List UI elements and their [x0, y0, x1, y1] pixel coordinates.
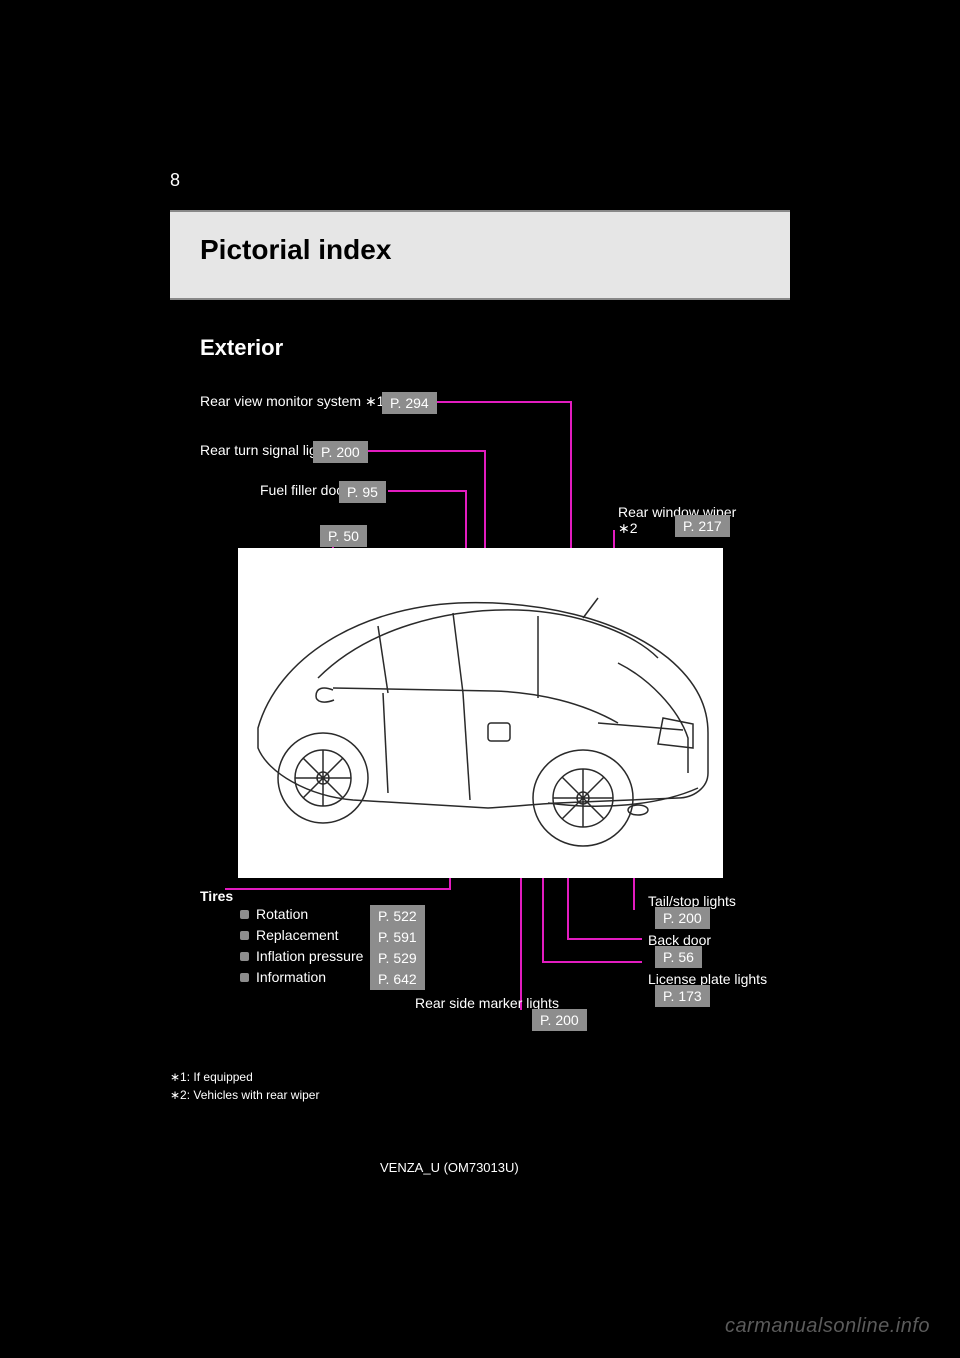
page-ref[interactable]: P. 173	[655, 985, 710, 1007]
manual-page: 8 Pictorial index Exterior	[0, 0, 960, 1358]
car-line-art-icon	[238, 548, 723, 878]
page-ref[interactable]: P. 200	[313, 441, 368, 463]
bullet-icon	[240, 973, 249, 982]
page-ref[interactable]: P. 217	[675, 515, 730, 537]
leader	[388, 490, 467, 492]
page-ref[interactable]: P. 294	[382, 392, 437, 414]
page-ref[interactable]: P. 642	[370, 968, 425, 990]
tires-item-label: Information	[256, 969, 326, 985]
leader	[225, 888, 451, 890]
footnote-marker: ∗2	[618, 520, 638, 536]
tires-item-label: Replacement	[256, 927, 339, 943]
page-ref[interactable]: P. 529	[370, 947, 425, 969]
section-subtitle: Exterior	[200, 335, 283, 361]
footnote: ∗2: Vehicles with rear wiper	[170, 1088, 319, 1102]
bullet-icon	[240, 910, 249, 919]
page-ref[interactable]: P. 522	[370, 905, 425, 927]
page-ref[interactable]: P. 56	[655, 946, 702, 968]
leader	[434, 401, 572, 403]
bullet-icon	[240, 931, 249, 940]
leader	[365, 450, 486, 452]
tires-item-label: Inflation pressure	[256, 948, 363, 964]
footnote: ∗1: If equipped	[170, 1070, 253, 1084]
vehicle-illustration	[238, 548, 723, 878]
leader	[542, 961, 642, 963]
page-ref[interactable]: P. 591	[370, 926, 425, 948]
doc-footer: VENZA_U (OM73013U)	[380, 1160, 519, 1175]
tires-heading: Tires	[200, 888, 233, 904]
page-title: Pictorial index	[200, 234, 391, 266]
leader	[567, 938, 642, 940]
label-text: Rear view monitor system	[200, 393, 361, 409]
page-number: 8	[170, 170, 180, 191]
page-ref[interactable]: P. 200	[655, 907, 710, 929]
tires-item-label: Rotation	[256, 906, 308, 922]
callout-label: Side doors	[250, 527, 317, 543]
bullet-icon	[240, 952, 249, 961]
callout-label: Rear view monitor system ∗1	[200, 393, 384, 410]
watermark: carmanualsonline.info	[725, 1315, 930, 1338]
page-ref[interactable]: P. 50	[320, 525, 367, 547]
callout-label: Fuel filler door	[260, 482, 349, 498]
page-ref[interactable]: P. 200	[532, 1009, 587, 1031]
page-ref[interactable]: P. 95	[339, 481, 386, 503]
